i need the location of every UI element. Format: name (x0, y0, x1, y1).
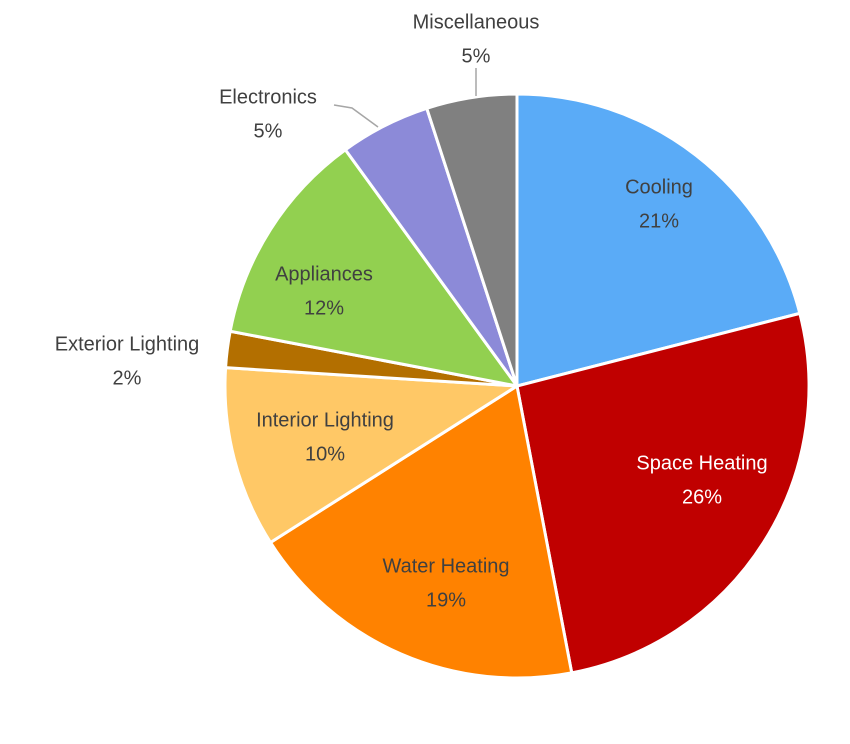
data-label-interior-lighting: Interior Lighting 10% (256, 409, 394, 465)
slice-category-label: Interior Lighting (256, 409, 394, 431)
slice-category-label: Cooling (625, 176, 693, 198)
slice-category-label: Exterior Lighting (55, 333, 200, 355)
slice-category-label: Water Heating (382, 555, 509, 577)
pie-slice-appliances (228, 148, 519, 388)
data-label-space-heating: Space Heating 26% (636, 452, 767, 508)
slice-category-label: Space Heating (636, 452, 767, 474)
data-label-exterior-lighting: Exterior Lighting 2% (55, 333, 200, 389)
pie-slice-space-heating (515, 311, 811, 675)
slice-percent-label: 26% (682, 486, 722, 508)
slice-category-label: Electronics (219, 86, 317, 108)
slice-percent-label: 12% (304, 297, 344, 319)
slice-percent-label: 2% (113, 367, 142, 389)
slice-percent-label: 10% (305, 443, 345, 465)
data-label-electronics: Electronics 5% (219, 86, 317, 142)
leader-line-electronics (333, 104, 379, 128)
pie-slice-interior-lighting (223, 366, 519, 544)
pie-slice-cooling (515, 92, 802, 388)
slice-percent-label: 21% (639, 210, 679, 232)
slice-category-label: Miscellaneous (413, 11, 540, 33)
pie-slice-miscellaneous (425, 92, 519, 388)
slice-percent-label: 5% (462, 45, 491, 67)
slice-percent-label: 19% (426, 589, 466, 611)
labels-layer: Cooling 21% Space Heating 26% Water Heating 1… (55, 11, 768, 611)
data-label-water-heating: Water Heating 19% (382, 555, 509, 611)
leader-lines-layer (333, 68, 477, 128)
slice-percent-label: 5% (254, 120, 283, 142)
data-label-cooling: Cooling 21% (625, 176, 693, 232)
data-label-appliances: Appliances 12% (275, 263, 373, 319)
data-label-miscellaneous: Miscellaneous 5% (413, 11, 540, 67)
pie-slice-water-heating (268, 384, 574, 680)
slice-category-label: Appliances (275, 263, 373, 285)
slices-layer (223, 92, 811, 680)
